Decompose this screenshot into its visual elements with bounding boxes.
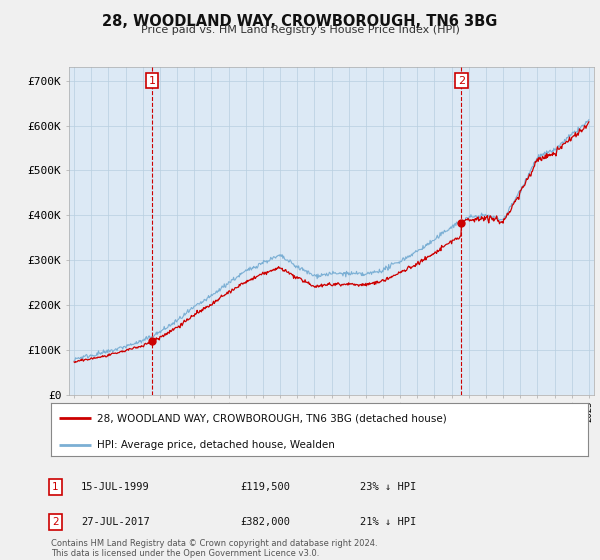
Text: 27-JUL-2017: 27-JUL-2017 (81, 517, 150, 527)
Text: 2: 2 (458, 76, 465, 86)
Text: £119,500: £119,500 (240, 482, 290, 492)
Text: 15-JUL-1999: 15-JUL-1999 (81, 482, 150, 492)
Text: Price paid vs. HM Land Registry's House Price Index (HPI): Price paid vs. HM Land Registry's House … (140, 25, 460, 35)
Text: HPI: Average price, detached house, Wealden: HPI: Average price, detached house, Weal… (97, 440, 335, 450)
Text: 2: 2 (52, 517, 59, 527)
Text: 28, WOODLAND WAY, CROWBOROUGH, TN6 3BG: 28, WOODLAND WAY, CROWBOROUGH, TN6 3BG (103, 14, 497, 29)
Text: 23% ↓ HPI: 23% ↓ HPI (360, 482, 416, 492)
Text: 1: 1 (52, 482, 59, 492)
Text: Contains HM Land Registry data © Crown copyright and database right 2024.
This d: Contains HM Land Registry data © Crown c… (51, 539, 377, 558)
Text: 21% ↓ HPI: 21% ↓ HPI (360, 517, 416, 527)
Text: 28, WOODLAND WAY, CROWBOROUGH, TN6 3BG (detached house): 28, WOODLAND WAY, CROWBOROUGH, TN6 3BG (… (97, 413, 446, 423)
Text: 1: 1 (149, 76, 155, 86)
Text: £382,000: £382,000 (240, 517, 290, 527)
